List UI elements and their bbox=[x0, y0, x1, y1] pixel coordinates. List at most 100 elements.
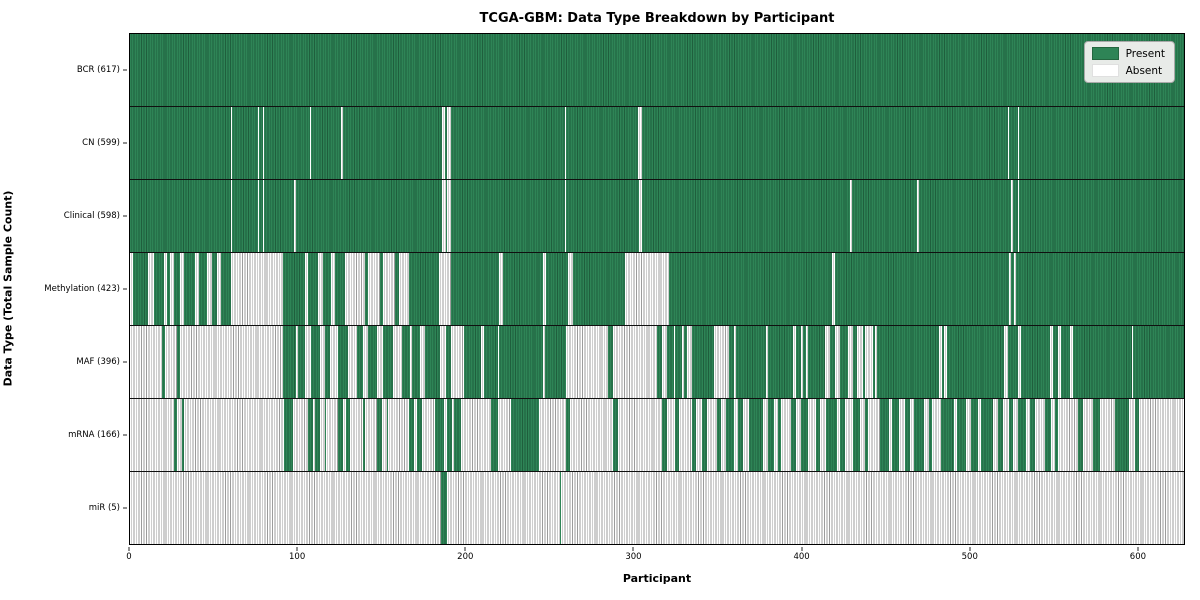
absent-cells bbox=[317, 253, 323, 325]
absent-cells bbox=[442, 180, 446, 252]
absent-cells bbox=[564, 107, 567, 179]
absent-cells bbox=[262, 180, 265, 252]
absent-cells bbox=[875, 326, 877, 398]
present-cells bbox=[573, 253, 626, 325]
present-cells bbox=[692, 399, 696, 471]
legend-label-absent: Absent bbox=[1125, 64, 1163, 77]
absent-cells bbox=[1009, 253, 1012, 325]
present-cells bbox=[297, 326, 305, 398]
present-cells bbox=[490, 399, 498, 471]
present-cells bbox=[130, 180, 231, 252]
absent-cells bbox=[977, 399, 981, 471]
absent-cells bbox=[257, 107, 260, 179]
absent-cells bbox=[230, 107, 233, 179]
absent-cells bbox=[1007, 107, 1010, 179]
matrix-row-cn bbox=[130, 106, 1184, 179]
absent-swatch-icon bbox=[1091, 64, 1119, 77]
present-cells bbox=[173, 399, 177, 471]
present-cells bbox=[356, 326, 364, 398]
absent-cells bbox=[824, 326, 830, 398]
present-cells bbox=[566, 180, 639, 252]
present-cells bbox=[865, 399, 869, 471]
absent-cells bbox=[257, 180, 260, 252]
present-cells bbox=[445, 180, 448, 252]
absent-cells bbox=[326, 399, 339, 471]
heatmap-rows bbox=[130, 34, 1184, 544]
absent-cells bbox=[1128, 399, 1136, 471]
absent-cells bbox=[207, 253, 213, 325]
present-cells bbox=[198, 253, 208, 325]
present-cells bbox=[1093, 399, 1101, 471]
absent-cells bbox=[130, 326, 162, 398]
absent-cells bbox=[943, 326, 948, 398]
present-cells bbox=[1061, 326, 1070, 398]
present-cells bbox=[334, 253, 345, 325]
absent-cells bbox=[163, 253, 167, 325]
absent-cells bbox=[148, 253, 154, 325]
absent-cells bbox=[613, 326, 657, 398]
present-cells bbox=[447, 399, 453, 471]
absent-cells bbox=[539, 399, 567, 471]
absent-cells bbox=[856, 326, 864, 398]
y-tick-label: Clinical (598) bbox=[63, 210, 120, 221]
absent-cells bbox=[1014, 253, 1017, 325]
absent-cells bbox=[420, 326, 426, 398]
absent-cells bbox=[348, 326, 357, 398]
present-cells bbox=[425, 326, 441, 398]
absent-cells bbox=[217, 253, 221, 325]
absent-cells bbox=[720, 399, 726, 471]
present-cells bbox=[725, 399, 735, 471]
present-cells bbox=[1054, 399, 1059, 471]
present-cells bbox=[913, 399, 924, 471]
absent-cells bbox=[363, 326, 369, 398]
present-cells bbox=[259, 107, 263, 179]
present-cells bbox=[380, 253, 384, 325]
absent-cells bbox=[450, 326, 464, 398]
present-cells bbox=[851, 180, 918, 252]
present-cells bbox=[801, 399, 808, 471]
absent-cells bbox=[130, 472, 441, 544]
present-cells bbox=[314, 399, 320, 471]
present-cells bbox=[307, 399, 313, 471]
absent-cells bbox=[443, 399, 448, 471]
present-cells bbox=[729, 326, 735, 398]
present-cells bbox=[928, 399, 933, 471]
absent-cells bbox=[398, 253, 409, 325]
absent-cells bbox=[1057, 326, 1062, 398]
absent-cells bbox=[388, 399, 409, 471]
present-cells bbox=[173, 253, 181, 325]
present-cells bbox=[1017, 399, 1027, 471]
present-cells bbox=[891, 399, 899, 471]
present-cells bbox=[324, 399, 327, 471]
present-cells bbox=[307, 253, 318, 325]
present-cells bbox=[445, 326, 451, 398]
present-cells bbox=[1115, 399, 1129, 471]
present-cells bbox=[802, 326, 807, 398]
present-cells bbox=[737, 399, 743, 471]
absent-cells bbox=[661, 326, 667, 398]
present-cells bbox=[1044, 399, 1052, 471]
absent-cells bbox=[831, 253, 835, 325]
absent-cells bbox=[364, 399, 377, 471]
present-cells bbox=[311, 326, 320, 398]
present-cells bbox=[259, 180, 263, 252]
legend-label-present: Present bbox=[1125, 47, 1165, 60]
present-cells bbox=[1135, 399, 1139, 471]
absent-cells bbox=[844, 399, 854, 471]
absent-cells bbox=[834, 326, 840, 398]
y-tick-label: CN (599) bbox=[82, 137, 120, 148]
present-cells bbox=[282, 253, 305, 325]
present-cells bbox=[232, 107, 258, 179]
absent-cells bbox=[319, 326, 325, 398]
present-cells bbox=[338, 399, 344, 471]
present-cells bbox=[453, 399, 461, 471]
present-cells bbox=[918, 180, 1012, 252]
present-cells bbox=[499, 326, 543, 398]
matrix-row-bcr bbox=[130, 34, 1184, 106]
present-cells bbox=[749, 399, 763, 471]
present-cells bbox=[667, 326, 674, 398]
present-cells bbox=[641, 180, 850, 252]
absent-cells bbox=[734, 399, 738, 471]
absent-cells bbox=[1138, 399, 1184, 471]
